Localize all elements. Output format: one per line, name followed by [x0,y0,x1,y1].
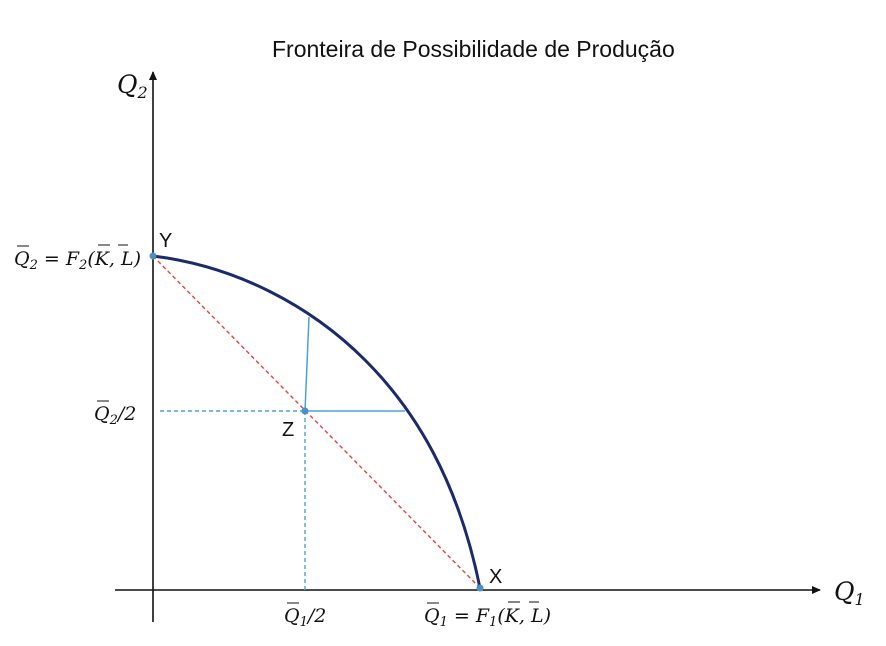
tick-label-x-half: Q1/2 [284,602,326,630]
point-y-marker [149,252,157,260]
guide-z-up [304,316,310,412]
y-axis-label: Q2 [117,70,148,102]
svg-text:Q2 = F2(K, L): Q2 = F2(K, L) [14,248,141,273]
point-z-marker [301,407,309,415]
point-y-label: Y [159,230,172,252]
production-frontier [152,254,482,589]
point-x-label: X [489,566,502,588]
svg-text:Q1 = F1(K, L): Q1 = F1(K, L) [424,605,551,630]
chart-title: Fronteira de Possibilidade de Produção [272,36,675,62]
tick-label-y-max: Q2 = F2(K, L) [14,244,141,273]
svg-text:Q2/2: Q2/2 [94,403,136,428]
linear-chord [152,255,481,589]
svg-text:Q1/2: Q1/2 [284,605,326,630]
point-x-marker [476,584,484,592]
tick-label-y-half: Q2/2 [94,400,136,428]
point-z-label: Z [282,419,294,441]
tick-label-x-max: Q1 = F1(K, L) [424,601,551,630]
x-axis-label: Q1 [834,577,865,609]
